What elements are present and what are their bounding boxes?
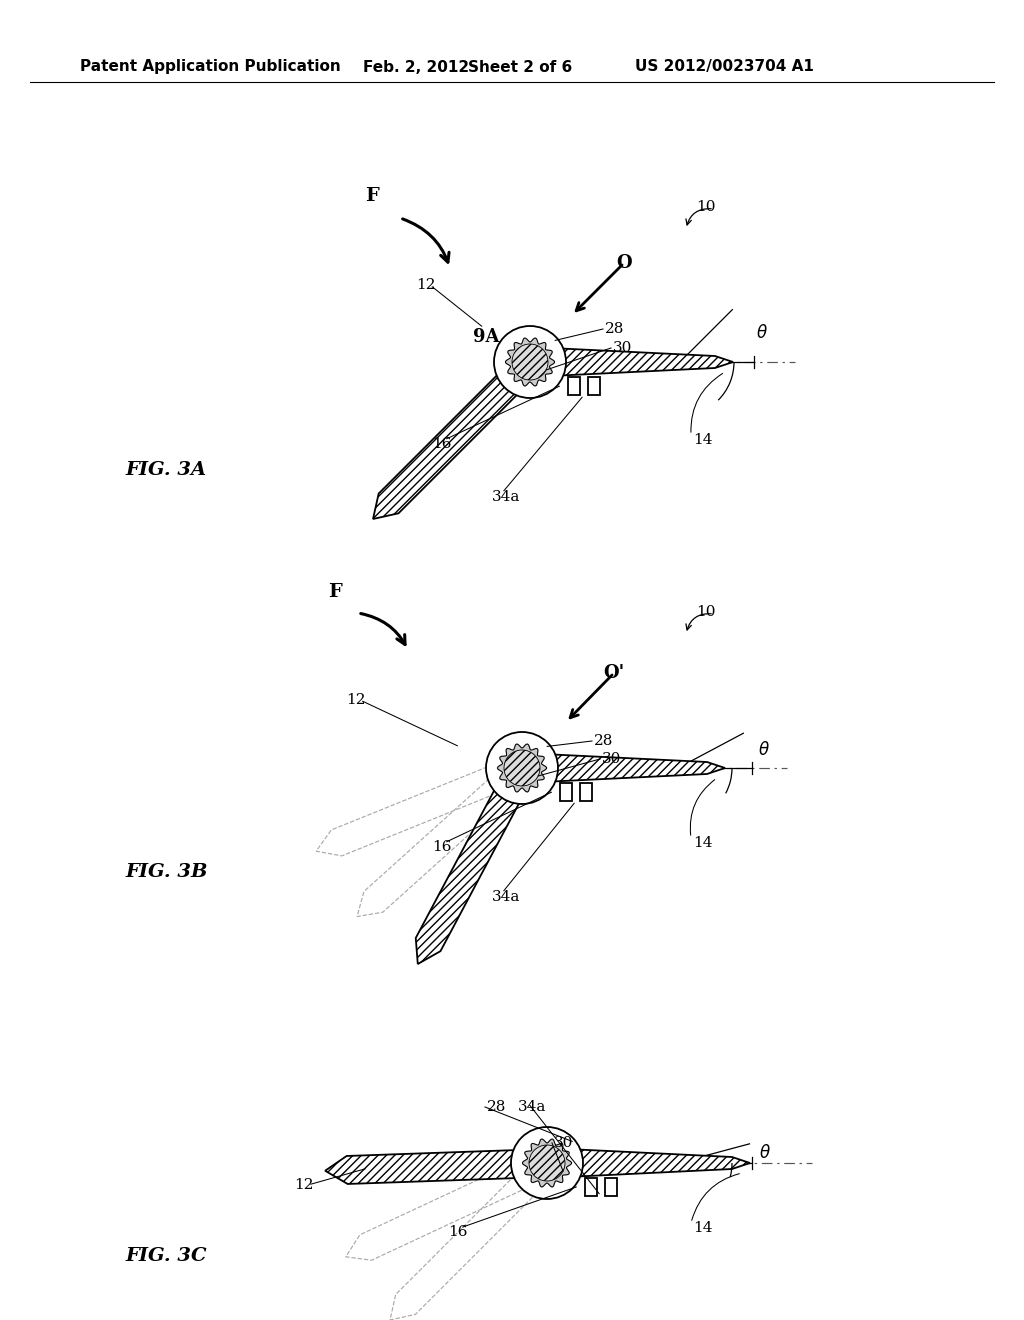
Text: 16: 16 — [449, 1225, 468, 1239]
Text: $\theta$: $\theta$ — [760, 1144, 771, 1162]
Text: 16: 16 — [432, 437, 452, 451]
Text: 10: 10 — [696, 201, 716, 214]
Text: 28: 28 — [594, 734, 613, 748]
Text: US 2012/0023704 A1: US 2012/0023704 A1 — [635, 59, 814, 74]
Text: O: O — [616, 253, 632, 272]
Text: 12: 12 — [416, 279, 435, 292]
Circle shape — [486, 733, 558, 804]
Polygon shape — [498, 744, 547, 792]
Text: Sheet 2 of 6: Sheet 2 of 6 — [468, 59, 572, 74]
Text: 34a: 34a — [492, 490, 520, 504]
Text: 10: 10 — [696, 605, 716, 619]
Text: $\theta$: $\theta$ — [758, 741, 770, 759]
Text: 14: 14 — [693, 836, 713, 850]
Polygon shape — [416, 762, 535, 964]
Polygon shape — [522, 752, 725, 783]
Text: 30: 30 — [602, 752, 622, 766]
Text: 12: 12 — [294, 1177, 313, 1192]
Text: 12: 12 — [346, 693, 366, 708]
Text: FIG. 3A: FIG. 3A — [125, 461, 206, 479]
Polygon shape — [506, 338, 555, 385]
Text: 14: 14 — [693, 1221, 713, 1236]
Polygon shape — [530, 347, 733, 378]
Text: $\theta$: $\theta$ — [756, 323, 768, 342]
Text: F: F — [366, 187, 379, 205]
Circle shape — [494, 326, 566, 399]
Text: 34a: 34a — [492, 890, 520, 904]
Text: 34a: 34a — [518, 1100, 547, 1114]
Polygon shape — [326, 1148, 548, 1184]
Polygon shape — [547, 1148, 750, 1177]
Text: Patent Application Publication: Patent Application Publication — [80, 59, 341, 74]
Text: 28: 28 — [605, 322, 625, 337]
Text: FIG. 3B: FIG. 3B — [125, 863, 208, 880]
Text: 16: 16 — [432, 840, 452, 854]
Text: Feb. 2, 2012: Feb. 2, 2012 — [362, 59, 469, 74]
Circle shape — [504, 750, 540, 785]
Circle shape — [511, 1127, 583, 1199]
Text: 30: 30 — [613, 341, 633, 355]
Text: 28: 28 — [487, 1100, 507, 1114]
Text: F: F — [328, 583, 342, 601]
Text: 30: 30 — [554, 1137, 573, 1150]
Polygon shape — [522, 1139, 571, 1187]
Circle shape — [512, 345, 548, 380]
Text: O': O' — [603, 664, 625, 682]
Text: 14: 14 — [693, 433, 713, 447]
Circle shape — [529, 1144, 565, 1181]
Text: 9A: 9A — [473, 327, 500, 346]
Text: FIG. 3C: FIG. 3C — [125, 1247, 207, 1265]
Polygon shape — [373, 352, 540, 519]
